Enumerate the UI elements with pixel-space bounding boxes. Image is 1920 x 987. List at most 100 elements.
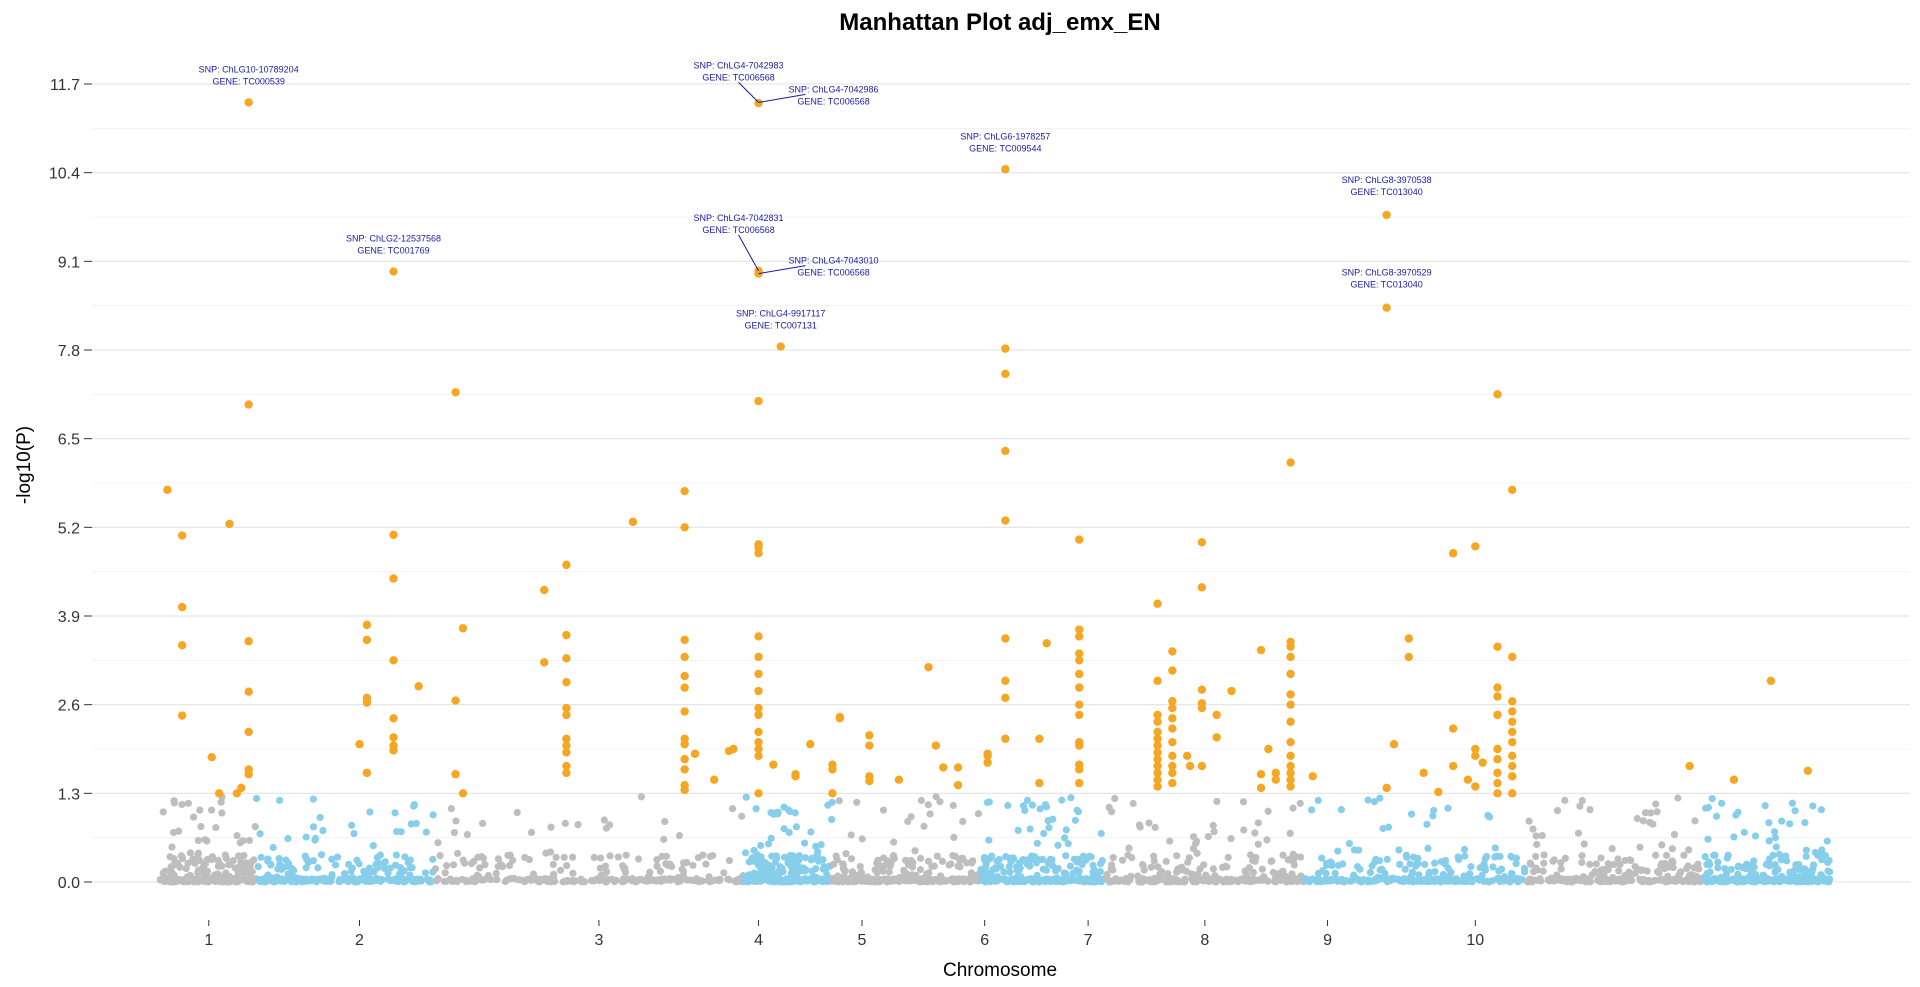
annotation-snp: SNP: ChLG10-10789204 bbox=[199, 64, 299, 74]
background-point bbox=[276, 860, 284, 868]
annotation-snp: SNP: ChLG4-7043010 bbox=[789, 256, 879, 266]
background-point bbox=[1769, 851, 1777, 859]
significant-point bbox=[1389, 740, 1399, 749]
background-point bbox=[412, 819, 420, 828]
significant-point bbox=[1448, 761, 1458, 771]
background-point bbox=[1771, 834, 1779, 842]
significant-point bbox=[1197, 761, 1207, 771]
background-point bbox=[376, 877, 384, 885]
background-point bbox=[1540, 851, 1548, 859]
significant-point bbox=[1197, 538, 1207, 547]
background-point bbox=[1653, 808, 1661, 816]
y-tick-label: 9.1 bbox=[58, 254, 80, 271]
background-point bbox=[741, 849, 750, 857]
background-point bbox=[1631, 863, 1639, 871]
significant-point bbox=[865, 776, 874, 786]
background-point bbox=[926, 810, 934, 818]
significant-point bbox=[1286, 642, 1295, 651]
background-point bbox=[514, 876, 522, 884]
significant-point bbox=[1185, 761, 1195, 771]
annotation-leader bbox=[738, 234, 759, 272]
background-point bbox=[1538, 831, 1546, 840]
background-point bbox=[1586, 806, 1594, 814]
significant-point bbox=[690, 749, 700, 758]
background-point bbox=[1026, 825, 1034, 833]
background-point bbox=[1075, 855, 1083, 863]
background-point bbox=[1036, 805, 1044, 813]
background-point bbox=[1655, 869, 1663, 877]
background-point bbox=[1809, 802, 1817, 810]
significant-point bbox=[1729, 775, 1739, 784]
significant-point bbox=[1286, 700, 1295, 709]
background-point bbox=[391, 876, 400, 884]
background-point bbox=[1512, 854, 1521, 862]
background-point bbox=[370, 876, 378, 884]
background-point bbox=[1170, 877, 1179, 885]
significant-point bbox=[1256, 645, 1266, 655]
background-point bbox=[1109, 854, 1117, 862]
background-point bbox=[612, 876, 620, 884]
background-point bbox=[1197, 875, 1205, 883]
background-point bbox=[847, 831, 855, 839]
significant-point bbox=[562, 630, 571, 640]
significant-point bbox=[1168, 768, 1177, 778]
background-point bbox=[1701, 853, 1709, 861]
background-point bbox=[1045, 824, 1053, 832]
background-point bbox=[942, 876, 950, 885]
background-point bbox=[1526, 859, 1534, 867]
background-point bbox=[1742, 865, 1750, 873]
grid-lines bbox=[92, 83, 1910, 883]
background-point bbox=[1717, 799, 1726, 807]
significant-point bbox=[1382, 210, 1391, 220]
background-point bbox=[1401, 865, 1409, 873]
background-point bbox=[1062, 826, 1070, 834]
significant-point bbox=[562, 768, 571, 778]
background-point bbox=[1103, 870, 1111, 879]
background-point bbox=[1636, 843, 1644, 851]
background-point bbox=[983, 798, 991, 807]
background-point bbox=[637, 793, 645, 801]
background-point bbox=[1690, 864, 1698, 872]
background-point bbox=[1633, 814, 1641, 823]
background-point bbox=[1621, 856, 1629, 865]
annotation-gene: GENE: TC006568 bbox=[702, 225, 774, 235]
y-axis-ticks: 0.0 1.3 2.6 3.9 5.2 6.5 7.8 9.1 10.4 11.7 bbox=[49, 77, 92, 892]
background-point bbox=[1775, 878, 1783, 886]
significant-point bbox=[1168, 714, 1177, 723]
significant-point bbox=[1286, 458, 1295, 467]
significant-point bbox=[983, 751, 992, 761]
background-point bbox=[847, 855, 856, 863]
background-point bbox=[527, 828, 536, 836]
background-point bbox=[241, 876, 249, 884]
background-point bbox=[917, 796, 925, 805]
background-point bbox=[1662, 877, 1670, 885]
background-point bbox=[158, 875, 167, 883]
significant-point bbox=[1508, 761, 1517, 771]
significant-point bbox=[1168, 751, 1177, 761]
background-point bbox=[1619, 878, 1627, 886]
background-point bbox=[1444, 804, 1452, 812]
background-point bbox=[391, 809, 399, 817]
background-point bbox=[1680, 851, 1688, 859]
background-point bbox=[1251, 829, 1259, 837]
background-point bbox=[1460, 845, 1469, 854]
background-point bbox=[1092, 877, 1100, 885]
background-point bbox=[1127, 872, 1135, 880]
background-point bbox=[1526, 875, 1534, 883]
background-point bbox=[395, 870, 404, 878]
annotation-snp: SNP: ChLG4-7042831 bbox=[694, 213, 784, 223]
significant-point bbox=[1286, 782, 1295, 791]
background-point bbox=[910, 876, 918, 884]
background-point bbox=[1019, 856, 1027, 864]
background-point bbox=[1276, 871, 1285, 879]
background-point bbox=[556, 866, 565, 874]
significant-point bbox=[924, 662, 933, 672]
significant-point bbox=[1197, 583, 1207, 592]
y-tick-label: 0.0 bbox=[58, 875, 80, 892]
background-point bbox=[331, 861, 340, 869]
background-point bbox=[924, 801, 932, 809]
background-point bbox=[1742, 877, 1750, 885]
background-point bbox=[1069, 869, 1077, 877]
background-point bbox=[1561, 796, 1569, 804]
background-point bbox=[1553, 806, 1562, 815]
